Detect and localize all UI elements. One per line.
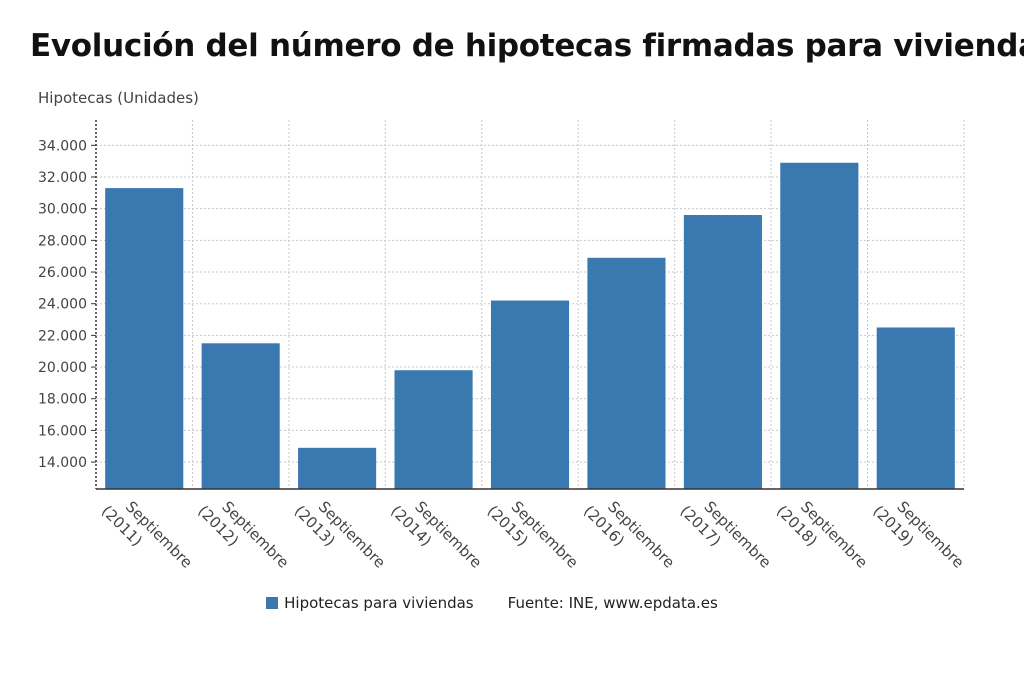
bar <box>298 447 377 489</box>
y-tick-label: 34.000 <box>38 138 87 154</box>
x-tick-label: Septiembre(2013) <box>291 498 389 572</box>
bar <box>201 343 280 489</box>
bar <box>683 215 762 489</box>
y-tick-label: 22.000 <box>38 328 87 344</box>
x-tick-label: Septiembre(2014) <box>387 498 485 572</box>
legend-item: Hipotecas para viviendas <box>266 594 474 612</box>
y-tick-label: 20.000 <box>38 360 87 376</box>
axes <box>91 120 964 490</box>
bar <box>587 257 666 489</box>
bar <box>780 162 859 490</box>
source-note: Fuente: INE, www.epdata.es <box>507 594 718 612</box>
bars <box>105 162 955 490</box>
x-tick-label: Septiembre(2015) <box>484 498 582 572</box>
y-tick-label: 16.000 <box>38 423 87 439</box>
bar <box>876 327 955 489</box>
x-tick-label: Septiembre(2019) <box>869 498 967 572</box>
y-axis-label: Hipotecas (Unidades) <box>38 89 199 107</box>
bar-chart: 14.000 16.000 18.000 20.000 22.000 24.000 26.0… <box>38 120 968 572</box>
x-tick-label: Septiembre(2018) <box>773 498 871 572</box>
x-tick-label: Septiembre(2016) <box>580 498 678 572</box>
x-tick-label: Septiembre(2011) <box>98 498 196 572</box>
y-tick-label: 24.000 <box>38 297 87 313</box>
legend-swatch <box>266 597 279 609</box>
y-tick-label: 32.000 <box>38 170 87 186</box>
bar <box>105 188 184 490</box>
y-tick-label: 30.000 <box>38 202 87 218</box>
y-tick-label: 14.000 <box>38 455 87 471</box>
y-tick-labels: 14.000 16.000 18.000 20.000 22.000 24.000 26.0… <box>38 138 87 471</box>
bar <box>490 300 570 489</box>
y-tick-label: 18.000 <box>38 392 87 408</box>
bar <box>394 370 473 489</box>
x-tick-label: Septiembre(2012) <box>194 498 292 572</box>
legend: Hipotecas para viviendas Fuente: INE, ww… <box>0 594 1024 612</box>
legend-label: Hipotecas para viviendas <box>284 594 474 612</box>
chart-title: Evolución del número de hipotecas firmad… <box>30 28 1024 64</box>
x-tick-label: Septiembre(2017) <box>677 498 775 572</box>
x-tick-labels: Septiembre(2011) Septiembre(2012) Septiemb… <box>98 498 968 572</box>
y-tick-label: 26.000 <box>38 265 87 281</box>
y-tick-label: 28.000 <box>38 233 87 249</box>
